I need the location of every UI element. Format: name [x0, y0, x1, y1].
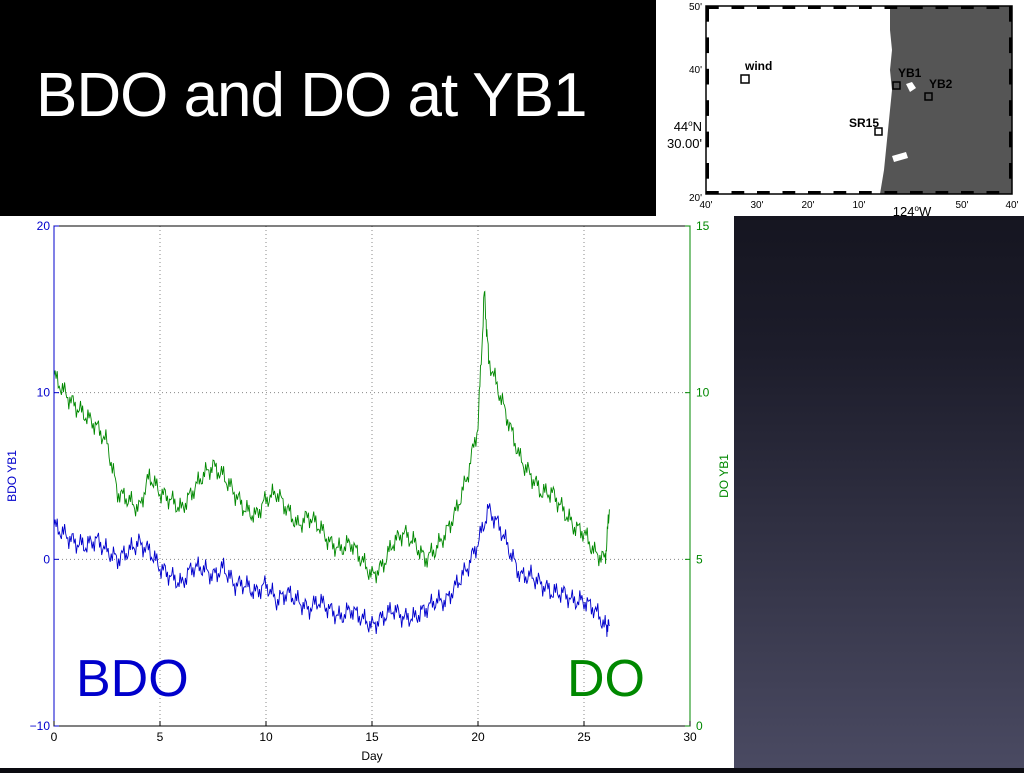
map-lon-tick-10: 10': [852, 200, 865, 211]
map-lon-deg: 124oW: [893, 204, 932, 216]
map-lon-tick-40w: 40': [699, 200, 712, 211]
map-lat-tick-40: 40': [689, 65, 702, 76]
frame-check: [961, 191, 974, 194]
map-lon-tick-50: 50': [955, 200, 968, 211]
frame-check: [910, 191, 923, 194]
frame-check: [706, 68, 709, 85]
frame-check: [884, 191, 898, 194]
frame-check: [706, 100, 709, 116]
frame-check: [706, 37, 709, 54]
frame-check: [859, 191, 872, 194]
x-tick-label: 30: [683, 730, 697, 744]
station-map-svg: 50' 40' 44oN 30.00' 20' 40' 30' 20' 10' …: [656, 0, 1024, 219]
y-left-tick-label: 20: [37, 219, 51, 233]
x-tick-label: 15: [365, 730, 379, 744]
frame-check: [731, 6, 745, 9]
frame-check: [1009, 6, 1012, 22]
frame-check: [706, 6, 709, 22]
y-axis-label-right: DO YB1: [717, 454, 731, 498]
frame-check: [1009, 131, 1012, 148]
frame-check: [782, 6, 796, 9]
y-right-tick-label: 15: [696, 219, 710, 233]
frame-check: [935, 191, 949, 194]
station-marker: [892, 81, 901, 90]
x-tick-label: 0: [51, 730, 58, 744]
title-bar: BDO and DO at YB1: [0, 0, 656, 216]
station-sr15: SR15: [849, 116, 883, 136]
frame-check: [808, 6, 821, 9]
y-right-tick-label: 5: [696, 552, 703, 566]
station-label: YB1: [898, 66, 922, 80]
x-tick-label: 20: [471, 730, 485, 744]
station-label: YB2: [929, 77, 953, 91]
map-lat-tick-30: 30.00': [667, 136, 702, 151]
frame-check: [808, 191, 821, 194]
station-marker: [874, 127, 883, 136]
frame-check: [859, 6, 872, 9]
annotation-do: DO: [567, 650, 645, 708]
y-right-tick-label: 0: [696, 719, 703, 733]
y-axis-label-left: BDO YB1: [5, 450, 19, 502]
frame-check: [1009, 68, 1012, 85]
frame-check: [884, 6, 898, 9]
x-tick-label: 25: [577, 730, 591, 744]
frame-check: [833, 191, 847, 194]
annotation-bdo: BDO: [76, 650, 189, 708]
bay-yaquina: [906, 82, 916, 92]
frame-check: [986, 191, 1000, 194]
map-lon-tick-40e: 40': [1005, 200, 1018, 211]
frame-check: [706, 191, 719, 194]
series-line-bdo: [53, 503, 610, 637]
frame-check: [986, 6, 1000, 9]
map-land: [880, 6, 1012, 194]
map-lat-tick-20: 20': [689, 193, 702, 204]
station-label: wind: [744, 59, 772, 73]
map-lon-tick-20: 20': [801, 200, 814, 211]
series-layer: [53, 290, 610, 637]
frame-check: [757, 191, 770, 194]
frame-check: [757, 6, 770, 9]
x-tick-label: 10: [259, 730, 273, 744]
map-lat-tick-50: 50': [689, 2, 702, 13]
y-left-tick-label: 0: [43, 552, 50, 566]
map-lon-tick-30: 30': [750, 200, 763, 211]
frame-check: [706, 131, 709, 148]
grid-layer: [54, 226, 690, 726]
station-marker: [740, 74, 750, 84]
frame-check: [833, 6, 847, 9]
series-line-do: [53, 290, 610, 584]
station-label: SR15: [849, 116, 879, 130]
y-right-tick-label: 10: [696, 386, 710, 400]
station-map: 50' 40' 44oN 30.00' 20' 40' 30' 20' 10' …: [656, 0, 1024, 219]
frame-check: [731, 191, 745, 194]
time-series-chart: 0 5 10 15 20 25 30 20 10 0 −10 15 10 5 0 Day BDO YB1 D…: [0, 216, 734, 768]
x-tick-label: 5: [157, 730, 164, 744]
frame-check: [706, 163, 709, 179]
frame-check: [935, 6, 949, 9]
frame-check: [961, 6, 974, 9]
station-marker: [924, 92, 933, 101]
frame-check: [706, 6, 719, 9]
station-wind: wind: [740, 59, 772, 84]
frame-check: [910, 6, 923, 9]
bay-alsea: [892, 152, 908, 162]
y-left-tick-label: −10: [30, 719, 51, 733]
y-left-tick-label: 10: [37, 386, 51, 400]
station-yb2: YB2: [924, 77, 953, 101]
station-yb1: YB1: [892, 66, 922, 90]
frame-check: [1009, 37, 1012, 54]
frame-check: [782, 191, 796, 194]
map-frame-ticks: [706, 6, 1012, 194]
frame-check: [1009, 100, 1012, 116]
slide-title: BDO and DO at YB1: [36, 61, 587, 130]
x-axis-label: Day: [361, 749, 382, 763]
map-lat-deg: 44oN: [674, 119, 702, 134]
frame-check: [1009, 163, 1012, 179]
